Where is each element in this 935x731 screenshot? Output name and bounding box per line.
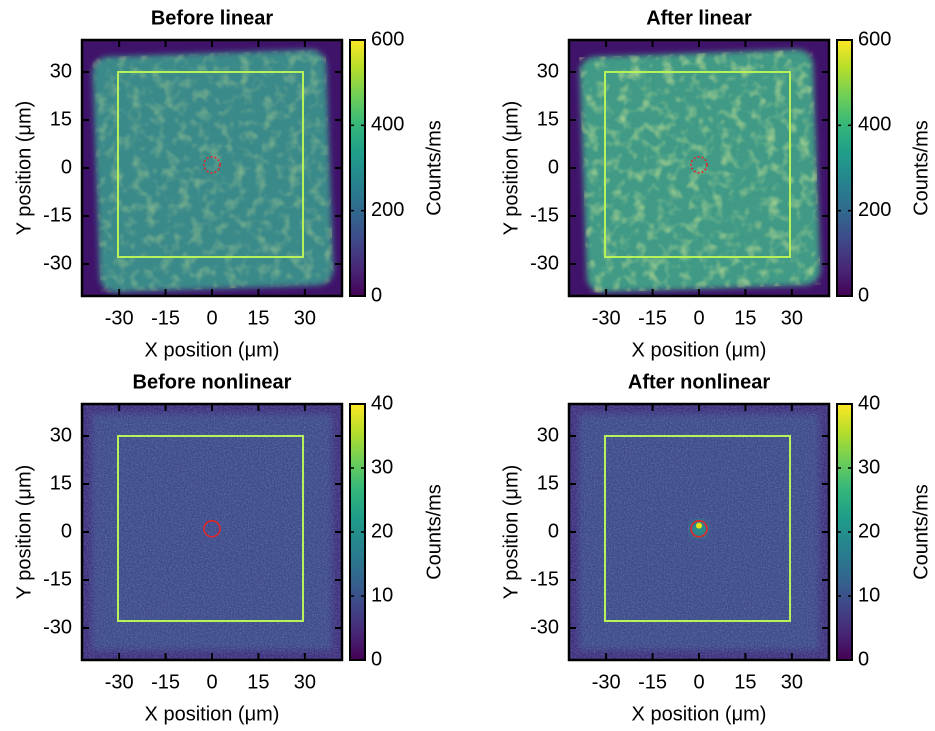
spot bbox=[696, 522, 702, 529]
glow bbox=[690, 519, 708, 538]
title: Before nonlinear bbox=[133, 371, 292, 393]
x-tick-label: 15 bbox=[247, 307, 269, 329]
y-tick-label: 30 bbox=[537, 60, 559, 82]
panel: -30 -15 0 15 30 -30 -15 0 15 30 Before linear X pos… bbox=[13, 7, 445, 361]
roi-box bbox=[117, 435, 304, 622]
x-tick-label: -30 bbox=[105, 307, 134, 329]
y-tick-label: 30 bbox=[537, 424, 559, 446]
colorbar-tick-label: 0 bbox=[858, 648, 869, 670]
x-tick-label: -30 bbox=[105, 671, 134, 693]
colorbar-tick-label: 10 bbox=[858, 584, 880, 606]
x-tick-label: 30 bbox=[781, 307, 803, 329]
x-tick-label: -15 bbox=[151, 671, 180, 693]
colorbar-tick-label: 0 bbox=[371, 284, 382, 306]
y-axis-label: Y position (μm) bbox=[13, 101, 35, 236]
x-tick-label: 30 bbox=[781, 671, 803, 693]
texture bbox=[579, 49, 821, 293]
colorbar-label: Counts/ms bbox=[423, 484, 445, 580]
target-circle bbox=[690, 156, 708, 174]
heatmap-image bbox=[82, 404, 342, 660]
colorbar-tick-label: 40 bbox=[371, 392, 393, 414]
colorbar-tick-label: 0 bbox=[371, 648, 382, 670]
y-tick-label: 0 bbox=[548, 156, 559, 178]
colorbar bbox=[836, 39, 853, 297]
x-tick-label: 30 bbox=[294, 307, 316, 329]
panel: -30 -15 0 15 30 -30 -15 0 15 30 After linear X posi… bbox=[500, 7, 932, 361]
x-tick-label: 30 bbox=[294, 671, 316, 693]
y-tick-label: 0 bbox=[61, 520, 72, 542]
title: After nonlinear bbox=[628, 371, 770, 393]
texture bbox=[82, 404, 342, 660]
y-axis-label: Y position (μm) bbox=[13, 465, 35, 600]
y-tick-label: 15 bbox=[537, 472, 559, 494]
colorbar-label: Counts/ms bbox=[910, 120, 932, 216]
heatmap-image bbox=[569, 40, 829, 296]
roi-box bbox=[117, 71, 304, 258]
y-tick-label: 15 bbox=[50, 472, 72, 494]
colorbar-tick-label: 400 bbox=[371, 114, 404, 136]
colorbar-label: Counts/ms bbox=[423, 120, 445, 216]
y-axis-label: Y position (μm) bbox=[500, 101, 522, 236]
texture bbox=[92, 49, 334, 293]
y-tick-label: 15 bbox=[537, 108, 559, 130]
x-tick-label: 0 bbox=[693, 307, 704, 329]
x-tick-label: -30 bbox=[592, 671, 621, 693]
x-tick-label: 15 bbox=[734, 671, 756, 693]
roi-box bbox=[604, 71, 791, 258]
x-axis-label: X position (μm) bbox=[632, 703, 767, 725]
y-tick-label: 0 bbox=[61, 156, 72, 178]
y-tick-label: -30 bbox=[43, 252, 72, 274]
colorbar-tick-label: 30 bbox=[371, 456, 393, 478]
title: Before linear bbox=[151, 7, 273, 29]
y-tick-label: -30 bbox=[530, 616, 559, 638]
y-tick-label: 30 bbox=[50, 60, 72, 82]
y-tick-label: 15 bbox=[50, 108, 72, 130]
x-tick-label: 0 bbox=[693, 671, 704, 693]
target-circle bbox=[203, 519, 221, 538]
y-tick-label: -15 bbox=[530, 204, 559, 226]
x-tick-label: -30 bbox=[592, 307, 621, 329]
x-axis-label: X position (μm) bbox=[145, 703, 280, 725]
colorbar-tick-label: 40 bbox=[858, 392, 880, 414]
heatmap-image bbox=[569, 404, 829, 660]
x-axis-label: X position (μm) bbox=[145, 339, 280, 361]
target-circle bbox=[690, 519, 708, 538]
x-tick-label: 0 bbox=[206, 671, 217, 693]
x-tick-label: -15 bbox=[638, 307, 667, 329]
x-axis-label: X position (μm) bbox=[632, 339, 767, 361]
x-tick-label: -15 bbox=[151, 307, 180, 329]
y-tick-label: -15 bbox=[43, 568, 72, 590]
y-tick-label: 0 bbox=[548, 520, 559, 542]
y-tick-label: -15 bbox=[530, 568, 559, 590]
heatmap-image bbox=[82, 40, 342, 296]
colorbar-tick-label: 200 bbox=[371, 199, 404, 221]
y-tick-label: -30 bbox=[43, 616, 72, 638]
colorbar-tick-label: 20 bbox=[858, 520, 880, 542]
colorbar-tick-label: 400 bbox=[858, 114, 891, 136]
x-tick-label: 0 bbox=[206, 307, 217, 329]
y-tick-label: -30 bbox=[530, 252, 559, 274]
colorbar-tick-label: 20 bbox=[371, 520, 393, 542]
panel: -30 -15 0 15 30 -30 -15 0 15 30 Before nonlinear X … bbox=[13, 371, 445, 725]
colorbar-tick-label: 200 bbox=[858, 199, 891, 221]
colorbar-tick-label: 10 bbox=[371, 584, 393, 606]
colorbar-label: Counts/ms bbox=[910, 484, 932, 580]
colorbar-tick-label: 30 bbox=[858, 456, 880, 478]
x-tick-label: 15 bbox=[247, 671, 269, 693]
x-tick-label: 15 bbox=[734, 307, 756, 329]
colorbar-tick-label: 600 bbox=[371, 28, 404, 50]
roi-box bbox=[604, 435, 791, 622]
y-tick-label: 30 bbox=[50, 424, 72, 446]
y-axis-label: Y position (μm) bbox=[500, 465, 522, 600]
panel: -30 -15 0 15 30 -30 -15 0 15 30 After nonlinear X p… bbox=[500, 371, 932, 725]
y-tick-label: -15 bbox=[43, 204, 72, 226]
colorbar-tick-label: 600 bbox=[858, 28, 891, 50]
x-tick-label: -15 bbox=[638, 671, 667, 693]
title: After linear bbox=[646, 7, 752, 29]
colorbar bbox=[349, 39, 366, 297]
target-circle bbox=[203, 156, 221, 174]
colorbar-tick-label: 0 bbox=[858, 284, 869, 306]
